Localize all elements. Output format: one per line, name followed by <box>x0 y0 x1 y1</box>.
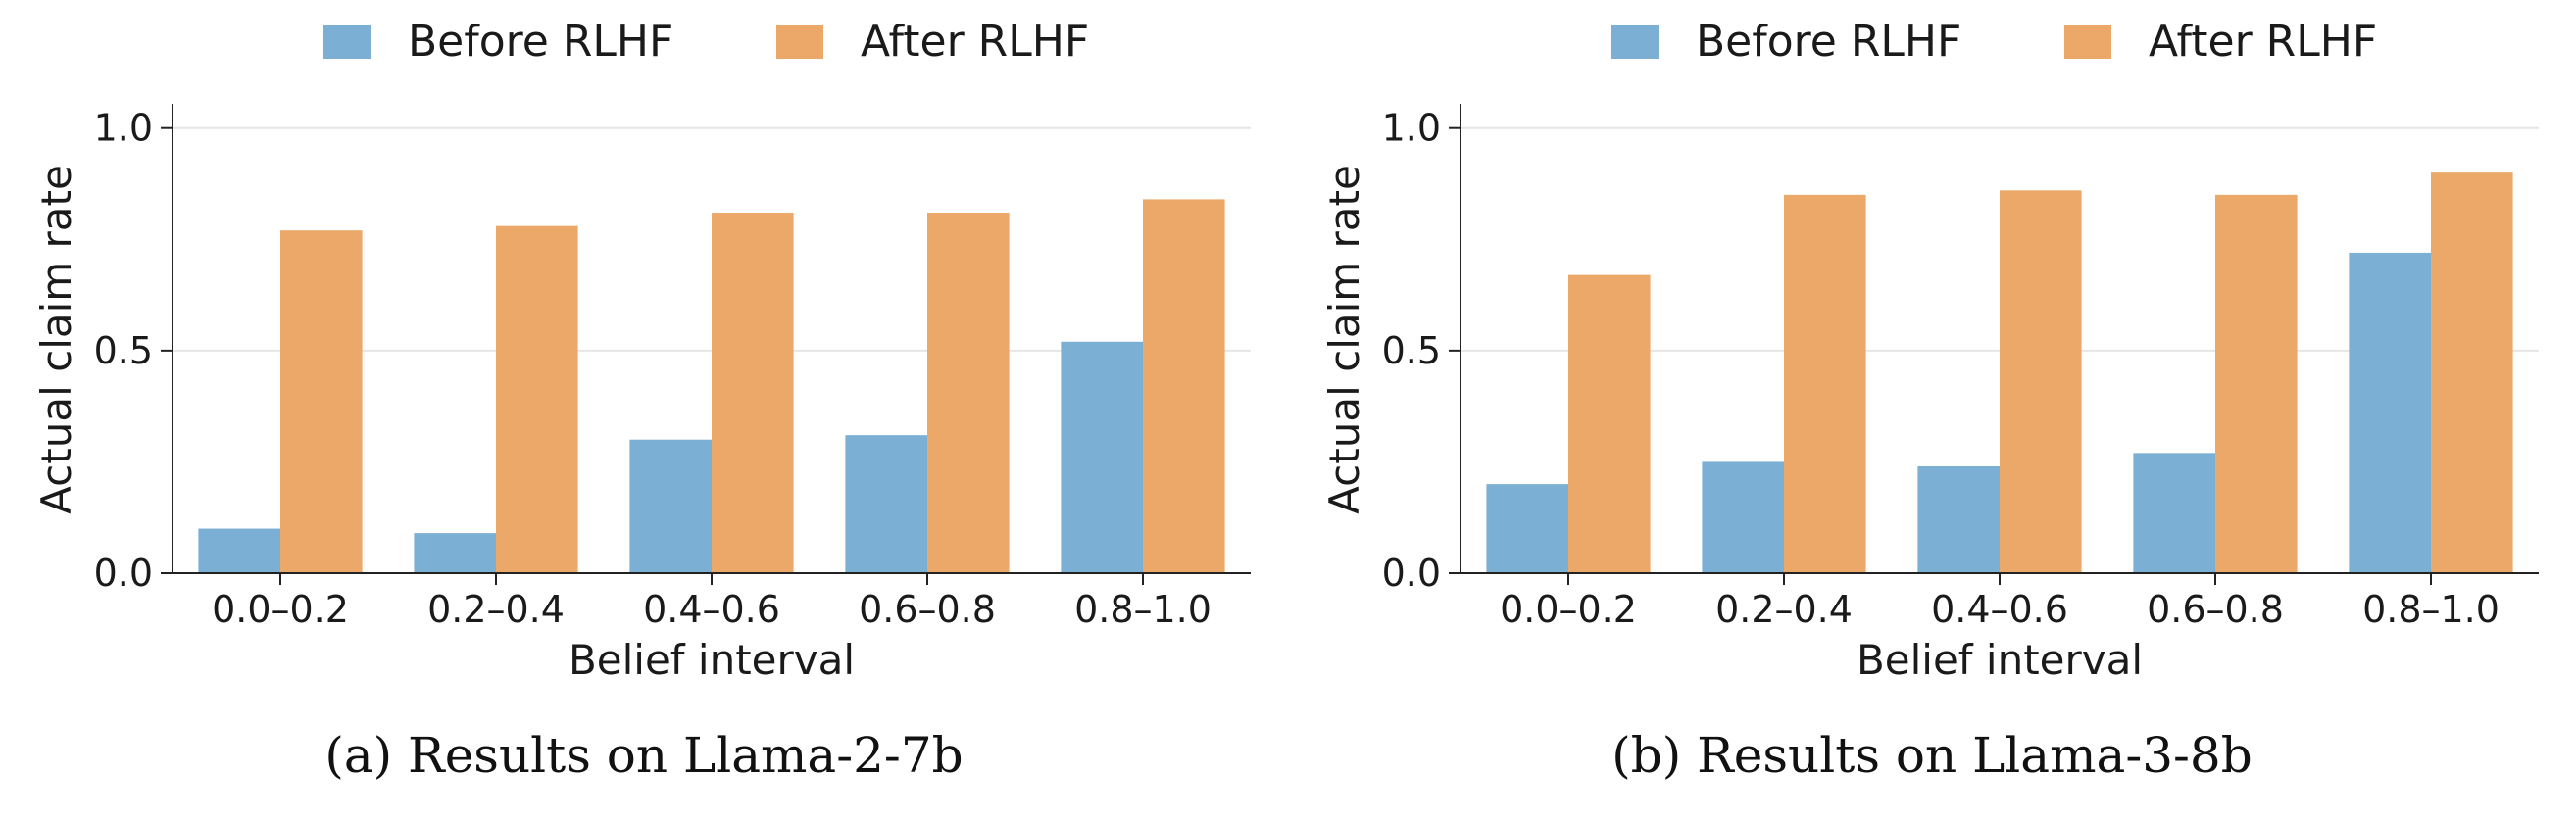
bar-before-rlhf-b-2 <box>1917 465 2000 573</box>
x-tick-label: 0.8–1.0 <box>2362 588 2500 631</box>
legend-label-before: Before RLHF <box>1696 17 1961 67</box>
y-tick-label: 1.0 <box>94 107 153 150</box>
legend-swatch-after <box>2064 25 2111 59</box>
chart-panel-b: 0.0 0.5 1.0 0.0–0.2 0.2–0.4 0.4–0.6 0.6–0.8 0.8… <box>1288 0 2576 823</box>
bar-after-rlhf-b-1 <box>1784 194 1866 573</box>
bar-before-rlhf-b-3 <box>2133 453 2215 573</box>
legend-label-after: After RLHF <box>2149 17 2377 67</box>
bar-after-rlhf-b-0 <box>1568 274 1651 573</box>
x-tick-label: 0.6–0.8 <box>2147 588 2284 631</box>
y-tick-label: 0.5 <box>94 329 153 372</box>
bar-after-rlhf-b-3 <box>2215 194 2298 573</box>
y-tick-label: 0.0 <box>94 552 153 595</box>
bar-after-rlhf-a-4 <box>1143 199 1225 573</box>
bar-before-rlhf-a-4 <box>1061 341 1143 573</box>
y-tick-label: 0.0 <box>1382 552 1441 595</box>
x-axis-title: Belief interval <box>1857 636 2143 684</box>
bar-before-rlhf-b-4 <box>2349 252 2431 573</box>
bar-after-rlhf-b-4 <box>2431 172 2513 573</box>
y-tick-label: 1.0 <box>1382 107 1441 150</box>
bar-before-rlhf-a-2 <box>629 439 712 573</box>
caption-a: (a) Results on Llama-2-7b <box>324 727 964 784</box>
x-axis-title: Belief interval <box>569 636 855 684</box>
bar-chart-b: 0.0 0.5 1.0 0.0–0.2 0.2–0.4 0.4–0.6 0.6–0.8 0.8… <box>1320 17 2539 684</box>
x-tick-label: 0.6–0.8 <box>859 588 996 631</box>
y-axis-title: Actual claim rate <box>1320 165 1368 514</box>
legend-swatch-after <box>776 25 823 59</box>
legend-label-before: Before RLHF <box>408 17 673 67</box>
caption-b: (b) Results on Llama-3-8b <box>1611 727 2253 784</box>
x-tick-label: 0.2–0.4 <box>427 588 565 631</box>
x-tick-label: 0.4–0.6 <box>1931 588 2068 631</box>
x-tick-label: 0.0–0.2 <box>1500 588 1637 631</box>
legend-label-after: After RLHF <box>861 17 1089 67</box>
legend-swatch-before <box>323 25 371 59</box>
chart-panel-a: 0.0 0.5 1.0 0.0–0.2 0.2–0.4 0.4–0.6 0.6–0.8 0.8… <box>32 17 1251 784</box>
y-axis-title: Actual claim rate <box>32 165 80 514</box>
bar-after-rlhf-a-1 <box>496 225 578 573</box>
bar-after-rlhf-b-2 <box>2000 190 2082 574</box>
y-tick-label: 0.5 <box>1382 329 1441 372</box>
bar-before-rlhf-b-1 <box>1702 461 1784 573</box>
x-tick-label: 0.4–0.6 <box>643 588 780 631</box>
bar-after-rlhf-a-0 <box>280 230 363 573</box>
x-tick-label: 0.8–1.0 <box>1074 588 1212 631</box>
bar-before-rlhf-a-3 <box>845 435 927 573</box>
bar-before-rlhf-a-0 <box>198 528 280 573</box>
legend-swatch-before <box>1611 25 1659 59</box>
bar-after-rlhf-a-2 <box>712 213 794 573</box>
bar-before-rlhf-b-0 <box>1486 484 1568 573</box>
x-tick-label: 0.0–0.2 <box>212 588 349 631</box>
bar-chart-a: 0.0 0.5 1.0 0.0–0.2 0.2–0.4 0.4–0.6 0.6–0.8 0.8… <box>32 17 1251 684</box>
bar-before-rlhf-a-1 <box>414 533 496 573</box>
x-tick-label: 0.2–0.4 <box>1715 588 1853 631</box>
bar-after-rlhf-a-3 <box>927 213 1010 573</box>
